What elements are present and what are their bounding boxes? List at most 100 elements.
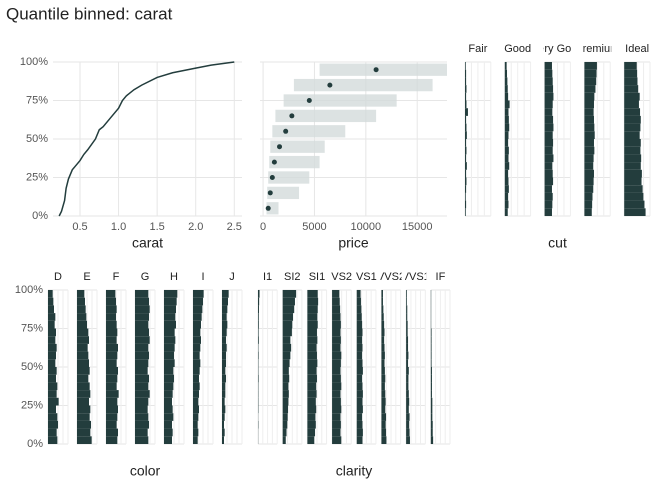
bar <box>282 320 293 329</box>
bar <box>307 336 318 344</box>
strip-label: Ideal <box>625 43 649 55</box>
bar <box>465 115 467 124</box>
range-band <box>267 186 300 200</box>
bar <box>544 115 554 124</box>
x-tick-label: 10000 <box>351 221 382 233</box>
bar <box>332 374 341 383</box>
bar <box>193 397 199 406</box>
bar <box>106 374 118 383</box>
bar <box>222 297 228 306</box>
bar <box>282 290 297 298</box>
bar <box>48 436 58 444</box>
bar <box>332 390 341 398</box>
bar <box>48 305 54 314</box>
bar <box>406 320 408 329</box>
bar <box>504 77 508 86</box>
bar <box>77 328 89 337</box>
bar <box>544 146 553 155</box>
x-axis-label: carat <box>132 235 163 251</box>
median-point <box>267 190 273 196</box>
x-tick-label: 1.5 <box>149 221 164 233</box>
bar <box>332 405 342 414</box>
bar <box>544 177 554 186</box>
bar <box>106 305 117 314</box>
bar <box>106 397 118 406</box>
range-band <box>269 155 320 169</box>
strip-label: VS2 <box>331 271 352 283</box>
bar <box>282 343 292 352</box>
bar <box>430 328 432 337</box>
bar <box>135 382 149 391</box>
bar <box>406 328 408 337</box>
bar <box>135 343 149 352</box>
bar <box>504 200 509 209</box>
bar <box>282 359 290 367</box>
bar <box>106 367 118 375</box>
bar <box>48 367 57 375</box>
bar <box>307 320 318 329</box>
bar <box>222 305 228 314</box>
bar <box>307 351 317 360</box>
bar <box>282 328 292 337</box>
bar <box>584 92 595 101</box>
x-tick-label: 2.0 <box>188 221 203 233</box>
strip-label: Premium <box>575 43 619 55</box>
bar <box>258 313 259 321</box>
bar <box>135 374 149 383</box>
bar <box>544 108 553 116</box>
bar <box>222 374 226 383</box>
bar <box>381 420 386 429</box>
bar <box>406 336 409 344</box>
bar <box>193 351 200 360</box>
bar <box>624 131 640 139</box>
bar <box>406 305 408 314</box>
strip-label: VVS1 <box>402 271 430 283</box>
bar <box>48 297 54 306</box>
bar <box>584 200 593 209</box>
bar <box>77 397 89 406</box>
bar <box>356 428 363 437</box>
bar <box>193 313 202 321</box>
bar <box>381 297 383 306</box>
bar <box>584 77 597 86</box>
strip-label: SI1 <box>309 271 326 283</box>
data-line <box>58 61 235 217</box>
bar <box>624 108 641 116</box>
bar <box>193 320 201 329</box>
bar <box>307 343 317 352</box>
bar <box>135 336 150 344</box>
median-point <box>289 113 295 119</box>
bar <box>77 390 91 398</box>
bar <box>222 390 226 398</box>
bar <box>193 390 199 398</box>
bar <box>465 123 467 132</box>
bar <box>430 382 432 391</box>
bar <box>356 328 363 337</box>
strip-label: Good <box>504 43 531 55</box>
bar <box>465 77 467 86</box>
bar <box>624 123 641 132</box>
bar <box>584 146 595 155</box>
bar <box>381 313 384 321</box>
bar <box>624 169 642 178</box>
bar <box>356 320 363 329</box>
bar <box>465 146 467 155</box>
bar <box>356 305 362 314</box>
x-axis-label: clarity <box>336 463 373 479</box>
bar <box>544 162 553 170</box>
bar <box>332 313 341 321</box>
bar <box>193 359 201 367</box>
bar <box>307 436 315 444</box>
bar <box>356 290 361 298</box>
bar <box>77 359 89 367</box>
bar <box>193 343 201 352</box>
bar <box>544 169 553 178</box>
bar <box>430 390 432 398</box>
bar <box>584 131 595 139</box>
bar <box>504 139 509 147</box>
strip-label: J <box>229 271 235 283</box>
bar <box>77 405 91 414</box>
bar <box>544 62 552 70</box>
bar <box>77 336 89 344</box>
